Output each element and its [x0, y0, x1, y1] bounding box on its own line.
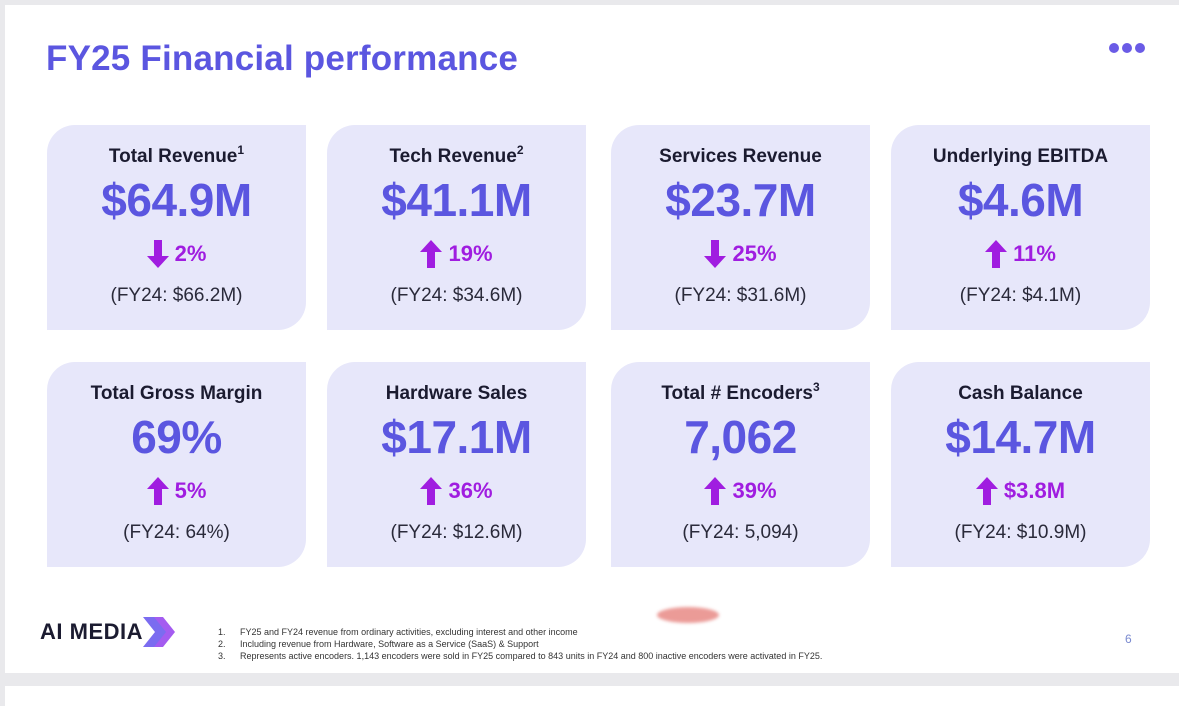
card-change: 36%: [327, 477, 586, 505]
footnote: 2. Including revenue from Hardware, Softw…: [218, 639, 539, 649]
arrow-down-icon: [146, 240, 169, 268]
footnote: 1. FY25 and FY24 revenue from ordinary ac…: [218, 627, 578, 637]
ai-media-logo: AI MEDIA: [40, 613, 177, 651]
slide: FY25 Financial performance: [5, 5, 1179, 673]
card-prior-year: (FY24: $66.2M): [110, 285, 243, 306]
metric-card-total-encoders: Total # Encoders3 7,062 39% (FY24: 5,094…: [611, 362, 870, 567]
card-change: 25%: [611, 240, 870, 268]
card-title: Total Gross Margin: [90, 383, 263, 404]
metric-card-hardware-sales: Hardware Sales $17.1M 36% (FY24: $12.6M): [327, 362, 586, 567]
card-prior-year: (FY24: $10.9M): [954, 522, 1087, 543]
card-value: 69%: [131, 411, 222, 463]
footnotes: 1. FY25 and FY24 revenue from ordinary ac…: [218, 626, 822, 662]
card-change: 19%: [327, 240, 586, 268]
logo-text: AI MEDIA: [40, 619, 143, 644]
metric-card-tech-revenue: Tech Revenue2 $41.1M 19% (FY24: $34.6M): [327, 125, 586, 330]
card-value: $17.1M: [381, 411, 532, 463]
footnote: 3. Represents active encoders. 1,143 enco…: [218, 651, 823, 661]
smudge-mark: [657, 607, 719, 623]
metric-card-underlying-ebitda: Underlying EBITDA $4.6M 11% (FY24: $4.1M…: [891, 125, 1150, 330]
arrow-down-icon: [704, 240, 727, 268]
card-change: 2%: [47, 240, 306, 268]
card-title: Tech Revenue2: [389, 143, 524, 167]
arrow-up-icon: [146, 477, 169, 505]
card-title: Underlying EBITDA: [932, 146, 1109, 167]
card-value: $4.6M: [957, 174, 1084, 226]
next-slide-edge: [5, 686, 1179, 706]
card-prior-year: (FY24: $4.1M): [959, 285, 1082, 306]
card-value: 7,062: [684, 411, 797, 463]
metric-card-total-revenue: Total Revenue1 $64.9M 2% (FY24: $66.2M): [47, 125, 306, 330]
arrow-up-icon: [420, 477, 443, 505]
metric-card-cash-balance: Cash Balance $14.7M $3.8M (FY24: $10.9M): [891, 362, 1150, 567]
card-value: $64.9M: [101, 174, 252, 226]
arrow-up-icon: [704, 477, 727, 505]
card-change: 39%: [611, 477, 870, 505]
card-value: $14.7M: [945, 411, 1096, 463]
metric-card-total-gross-margin: Total Gross Margin 69% 5% (FY24: 64%): [47, 362, 306, 567]
double-chevron-icon: [143, 617, 175, 647]
arrow-up-icon: [975, 477, 998, 505]
arrow-up-icon: [985, 240, 1008, 268]
card-prior-year: (FY24: $12.6M): [390, 522, 523, 543]
card-prior-year: (FY24: 64%): [123, 522, 230, 543]
card-change: 5%: [47, 477, 306, 505]
card-value: $41.1M: [381, 174, 532, 226]
arrow-up-icon: [420, 240, 443, 268]
card-change: 11%: [891, 240, 1150, 268]
card-change: $3.8M: [891, 477, 1150, 505]
card-title: Total Revenue1: [108, 143, 245, 167]
card-prior-year: (FY24: 5,094): [682, 522, 799, 543]
card-title: Hardware Sales: [385, 383, 528, 404]
card-prior-year: (FY24: $34.6M): [390, 285, 523, 306]
card-prior-year: (FY24: $31.6M): [674, 285, 807, 306]
card-title: Services Revenue: [659, 146, 822, 167]
more-options-icon[interactable]: [1109, 43, 1145, 53]
metric-card-services-revenue: Services Revenue $23.7M 25% (FY24: $31.6…: [611, 125, 870, 330]
page-number: 6: [1125, 632, 1132, 646]
card-title: Total # Encoders3: [661, 380, 820, 404]
card-title: Cash Balance: [958, 383, 1083, 404]
card-value: $23.7M: [665, 174, 816, 226]
page-title: FY25 Financial performance: [46, 39, 519, 78]
